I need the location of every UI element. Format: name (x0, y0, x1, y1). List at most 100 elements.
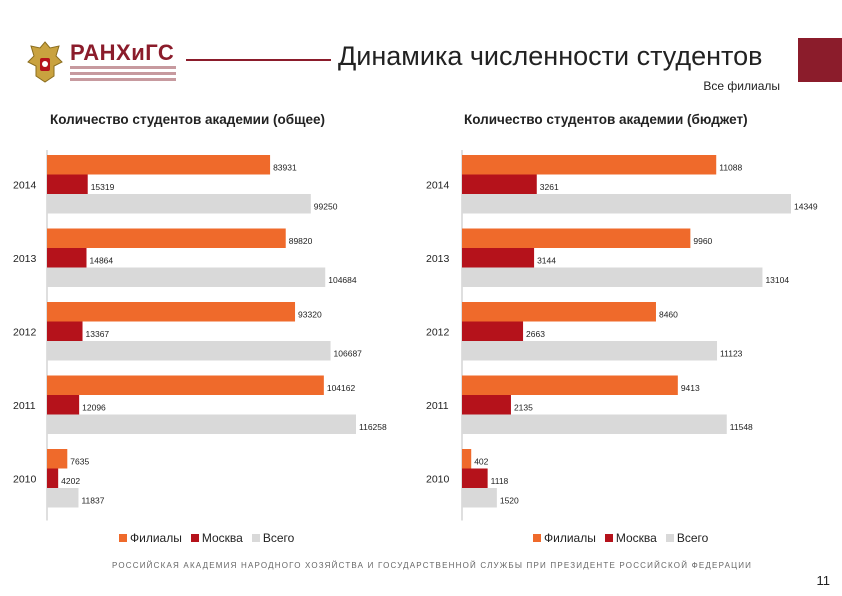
data-label-filialy-2013: 89820 (289, 236, 313, 246)
corner-accent (798, 38, 842, 82)
data-label-moskva-2010: 4202 (61, 476, 80, 486)
bar-vsego-2013 (462, 267, 763, 287)
logo-text: РАНХиГС (70, 40, 175, 65)
bar-filialy-2011 (47, 375, 324, 395)
data-label-moskva-2012: 13367 (86, 329, 110, 339)
legend-swatch (604, 534, 613, 542)
bar-vsego-2013 (47, 267, 326, 287)
data-label-vsego-2010: 11837 (81, 496, 104, 506)
y-tick-label-2014: 2014 (13, 179, 37, 191)
data-label-moskva-2013: 3144 (537, 256, 556, 266)
data-label-vsego-2012: 106687 (334, 349, 363, 359)
eagle-emblem-icon (27, 41, 63, 83)
legend-label: Филиалы (130, 531, 182, 545)
y-tick-label-2010: 2010 (426, 473, 450, 485)
title-divider (186, 59, 331, 61)
page-title: Динамика численности студентов (338, 41, 763, 71)
bar-moskva-2011 (47, 395, 80, 415)
data-label-moskva-2010: 1118 (491, 476, 509, 486)
data-label-moskva-2013: 14864 (90, 256, 114, 266)
bar-vsego-2011 (47, 414, 356, 434)
legend-label: Москва (201, 531, 243, 545)
chart-title-total: Количество студентов академии (общее) (50, 112, 326, 127)
data-label-moskva-2011: 2135 (514, 403, 533, 413)
footer-text: РОССИЙСКАЯ АКАДЕМИЯ НАРОДНОГО ХОЗЯЙСТВА … (112, 561, 753, 570)
y-tick-label-2014: 2014 (426, 179, 450, 191)
legend-swatch (665, 534, 674, 542)
bar-moskva-2012 (47, 321, 83, 341)
legend-swatch (251, 534, 260, 542)
data-label-filialy-2013: 9960 (693, 236, 712, 246)
data-label-filialy-2010: 7635 (70, 457, 89, 467)
legend-item-filialy: Филиалы (119, 531, 182, 545)
y-tick-label-2011: 2011 (426, 400, 449, 412)
legend-swatch (190, 534, 199, 542)
bar-moskva-2010 (47, 468, 59, 488)
y-tick-label-2013: 2013 (13, 253, 37, 265)
bar-vsego-2011 (462, 414, 727, 434)
data-label-vsego-2013: 13104 (765, 275, 789, 285)
bar-filialy-2014 (462, 155, 717, 175)
bar-filialy-2011 (462, 375, 678, 395)
bar-moskva-2010 (462, 468, 488, 488)
bar-vsego-2012 (47, 341, 331, 361)
data-label-filialy-2014: 83931 (273, 163, 297, 173)
bar-filialy-2012 (462, 302, 656, 322)
bar-filialy-2010 (47, 449, 68, 469)
bar-vsego-2010 (47, 488, 79, 508)
data-label-vsego-2014: 99250 (314, 202, 338, 212)
y-tick-label-2013: 2013 (426, 253, 450, 265)
data-label-filialy-2012: 93320 (298, 310, 322, 320)
data-label-vsego-2012: 11123 (720, 349, 743, 359)
data-label-vsego-2010: 1520 (500, 496, 519, 506)
data-label-moskva-2014: 3261 (540, 182, 559, 192)
legend-label: Филиалы (544, 531, 596, 545)
bar-moskva-2014 (47, 174, 88, 194)
bar-moskva-2013 (47, 248, 87, 268)
bar-moskva-2011 (462, 395, 511, 415)
data-label-vsego-2013: 104684 (328, 275, 357, 285)
bar-vsego-2014 (462, 194, 791, 214)
legend-item-vsego: Всего (665, 531, 709, 545)
data-label-vsego-2011: 116258 (359, 422, 387, 432)
data-label-moskva-2011: 12096 (82, 403, 106, 413)
page-number: 11 (816, 573, 831, 588)
bar-filialy-2013 (47, 228, 286, 248)
legend-swatch (119, 534, 127, 542)
data-label-filialy-2012: 8460 (659, 310, 678, 320)
legend-swatch (533, 534, 541, 542)
chart-title-budget: Количество студентов академии (бюджет) (464, 112, 748, 127)
legend-budget: Филиалы Москва Всего (533, 531, 717, 545)
academy-logo: РАНХиГС (26, 38, 176, 84)
legend-total: Филиалы Москва Всего (119, 531, 303, 545)
bar-vsego-2010 (462, 488, 497, 508)
bar-moskva-2012 (462, 321, 524, 341)
data-label-vsego-2011: 11548 (730, 422, 753, 432)
legend-item-filialy: Филиалы (533, 531, 596, 545)
logo-subtitle-lines (70, 66, 176, 84)
legend-item-moskva: Москва (190, 531, 243, 545)
bar-vsego-2012 (462, 341, 718, 361)
y-tick-label-2010: 2010 (13, 473, 37, 485)
legend-label: Всего (262, 531, 295, 545)
legend-item-moskva: Москва (604, 531, 657, 545)
data-label-filialy-2014: 11088 (719, 163, 742, 173)
legend-item-vsego: Всего (251, 531, 295, 545)
y-tick-label-2011: 2011 (13, 400, 36, 412)
data-label-moskva-2014: 15319 (91, 182, 115, 192)
bar-filialy-2014 (47, 155, 271, 175)
data-label-moskva-2012: 2663 (526, 329, 545, 339)
page-subtitle: Все филиалы (703, 79, 780, 93)
legend-label: Всего (676, 531, 709, 545)
bar-moskva-2013 (462, 248, 535, 268)
bar-filialy-2013 (462, 228, 691, 248)
data-label-filialy-2011: 9413 (681, 383, 700, 393)
bar-vsego-2014 (47, 194, 311, 214)
y-tick-label-2012: 2012 (426, 326, 450, 338)
bar-moskva-2014 (462, 174, 537, 194)
data-label-vsego-2014: 14349 (794, 202, 818, 212)
y-tick-label-2012: 2012 (13, 326, 37, 338)
data-label-filialy-2010: 402 (474, 457, 488, 467)
